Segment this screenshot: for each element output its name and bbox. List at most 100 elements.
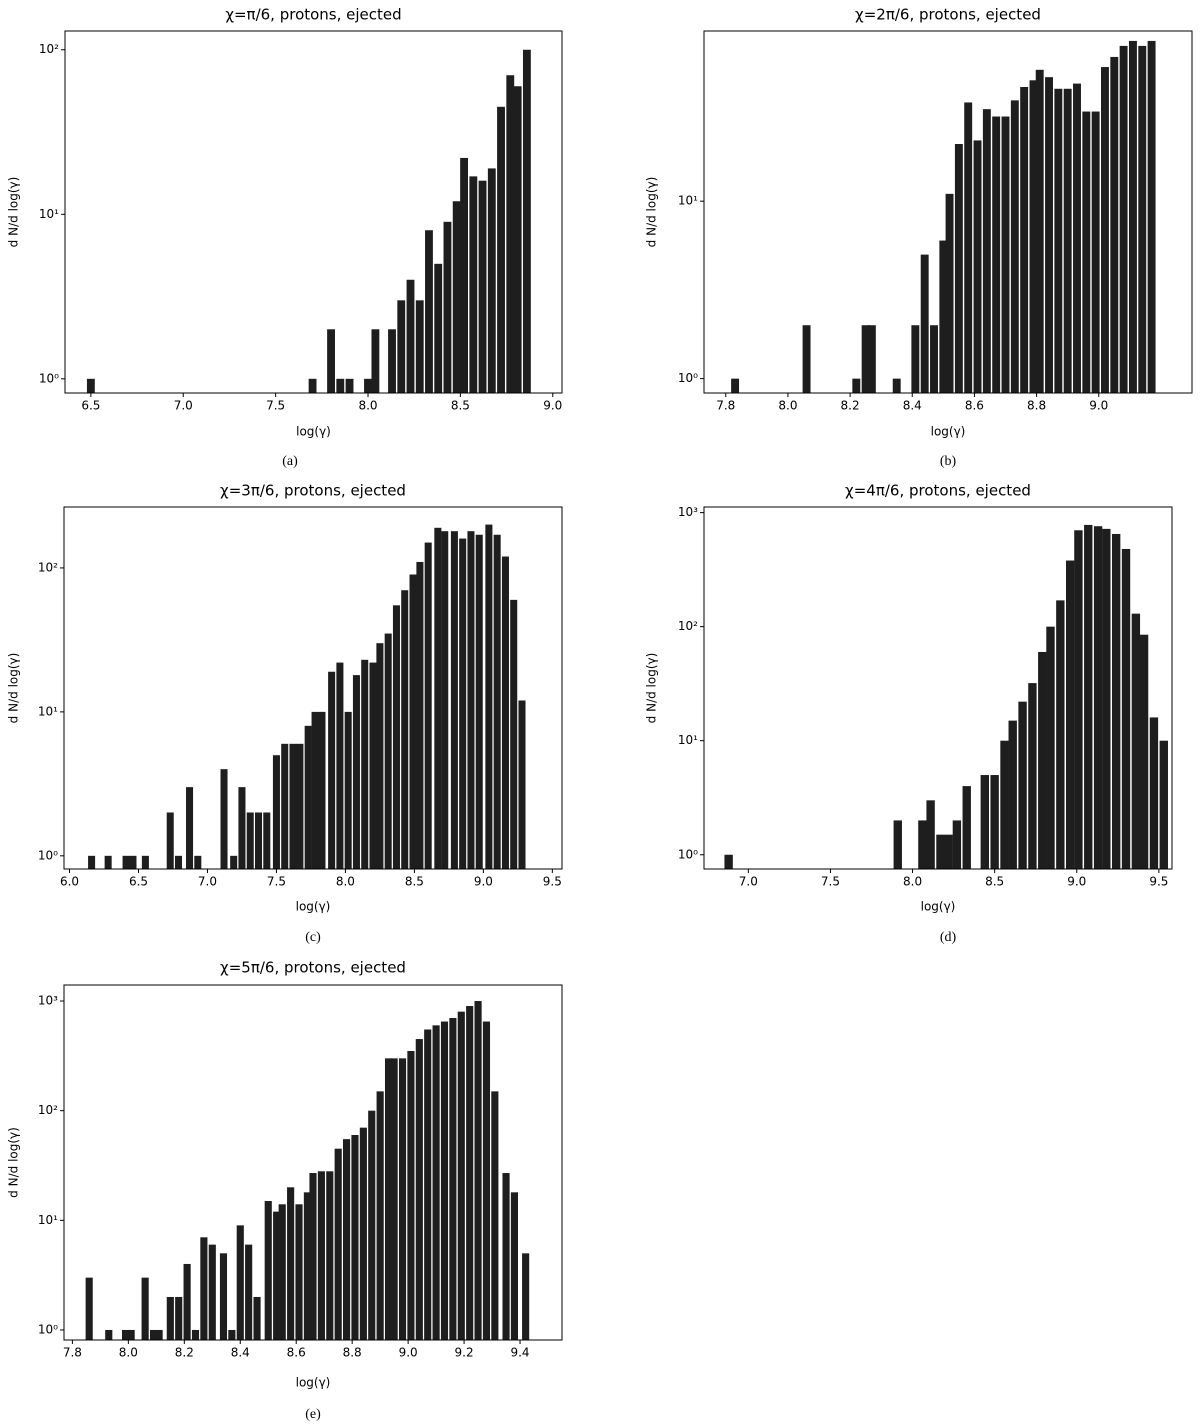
x-tick-label: 8.6: [965, 399, 984, 413]
bar: [129, 855, 137, 869]
caption: (a): [282, 454, 298, 469]
x-tick-label: 8.2: [175, 1346, 194, 1360]
bar: [104, 855, 112, 869]
bar: [1101, 67, 1109, 394]
bar: [361, 659, 369, 869]
bar: [272, 755, 280, 869]
bar: [326, 1171, 334, 1340]
bar: [962, 786, 971, 869]
bar: [918, 820, 927, 869]
bar: [303, 1192, 311, 1340]
x-tick-label: 8.5: [985, 875, 1004, 889]
bar: [449, 1018, 457, 1340]
x-tick-label: 8.0: [778, 399, 797, 413]
bar: [1093, 526, 1103, 869]
x-tick-label: 9.5: [543, 875, 562, 889]
bar: [1028, 683, 1037, 869]
y-tick-label: 10¹: [39, 207, 59, 221]
y-axis-label: d N/d log(γ): [645, 177, 659, 248]
bar: [992, 116, 1001, 393]
bar: [452, 201, 461, 393]
y-axis-label: d N/d log(γ): [7, 653, 21, 724]
bar: [228, 1329, 236, 1340]
caption: (d): [940, 930, 957, 945]
y-tick-label: 10²: [39, 42, 59, 56]
chart-title: χ=5π/6, protons, ejected: [220, 959, 406, 977]
bar: [487, 168, 496, 393]
bar: [406, 279, 415, 393]
bar: [1008, 720, 1017, 869]
bar: [317, 1171, 325, 1340]
bar: [1054, 88, 1063, 393]
x-tick-label: 6.5: [129, 875, 148, 889]
plot-frame: [63, 984, 563, 1341]
x-tick-label: 8.0: [119, 1346, 138, 1360]
bar: [194, 855, 202, 869]
bar: [852, 378, 861, 393]
bar: [336, 378, 345, 393]
bar: [1029, 80, 1038, 393]
x-tick-label: 8.8: [343, 1346, 362, 1360]
y-axis-label: d N/d log(γ): [7, 177, 21, 248]
bar: [264, 1201, 272, 1340]
bar: [388, 329, 396, 393]
x-tick-label: 8.8: [1027, 399, 1046, 413]
bar: [497, 106, 505, 393]
bar: [443, 221, 452, 393]
bar: [1001, 116, 1010, 393]
bar: [368, 1110, 376, 1340]
bar: [990, 775, 999, 869]
bar: [295, 1204, 303, 1340]
bar: [336, 662, 344, 869]
y-tick-label: 10²: [678, 619, 698, 633]
bar: [166, 1296, 174, 1340]
bar: [200, 1237, 208, 1340]
bar: [401, 590, 409, 869]
bar: [493, 534, 501, 869]
bar: [478, 180, 487, 393]
bar: [1082, 111, 1091, 393]
bar: [376, 1091, 384, 1340]
bar: [939, 240, 948, 393]
y-axis-label: d N/d log(γ): [7, 1127, 21, 1198]
bar: [127, 1329, 135, 1340]
bar: [416, 561, 424, 869]
x-tick-label: 8.5: [451, 399, 470, 413]
bar: [183, 1263, 191, 1340]
bar: [930, 325, 938, 393]
bar: [457, 1011, 465, 1340]
bar: [1063, 88, 1072, 393]
bar: [434, 527, 442, 869]
bar: [219, 1253, 228, 1340]
x-tick-label: 8.0: [358, 399, 377, 413]
chart-title: χ=π/6, protons, ejected: [225, 6, 401, 24]
bar: [485, 524, 493, 869]
bar: [1139, 634, 1149, 869]
y-tick-label: 10³: [678, 505, 698, 519]
bar: [467, 531, 475, 869]
bar: [731, 378, 740, 393]
bar: [149, 1329, 158, 1340]
bar: [371, 329, 380, 393]
bar: [105, 1329, 113, 1340]
bar: [459, 538, 467, 869]
bar: [1056, 600, 1065, 869]
bar: [466, 1006, 474, 1340]
bar: [88, 855, 96, 869]
bar: [392, 605, 400, 869]
bar: [867, 325, 876, 393]
bar: [425, 230, 433, 393]
bar: [1102, 528, 1111, 869]
bar: [1084, 524, 1093, 869]
y-tick-label: 10⁰: [678, 847, 698, 861]
y-tick-label: 10⁰: [38, 1322, 58, 1336]
bar: [208, 1244, 216, 1340]
x-tick-label: 9.4: [510, 1346, 529, 1360]
x-tick-label: 8.0: [336, 875, 355, 889]
bar: [245, 1244, 253, 1340]
bar: [513, 86, 522, 393]
bar: [482, 1021, 491, 1340]
bar: [238, 787, 246, 869]
bar: [166, 812, 174, 869]
bar: [1121, 548, 1131, 869]
